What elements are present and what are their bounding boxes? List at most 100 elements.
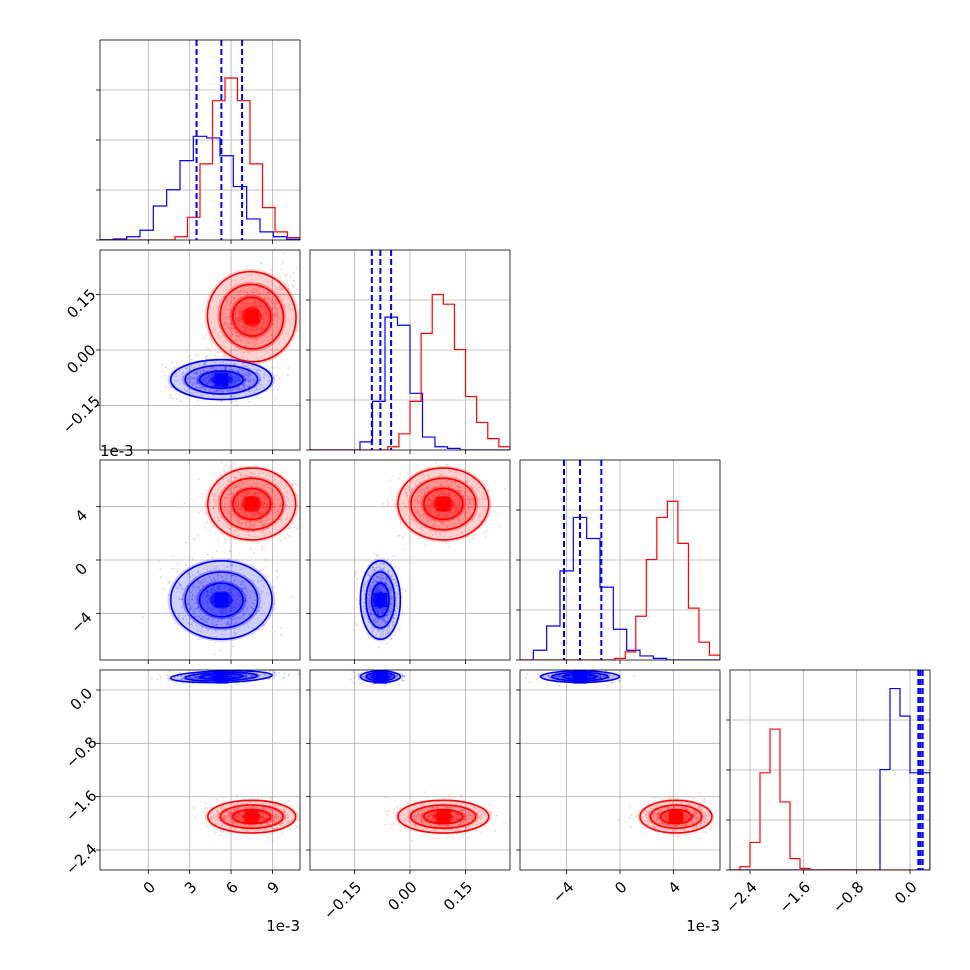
scatter-point <box>233 375 236 378</box>
scatter-point <box>218 473 221 476</box>
scatter-point <box>261 521 263 523</box>
scatter-point <box>259 302 262 305</box>
scatter-point <box>266 540 269 542</box>
scatter-point <box>264 312 267 315</box>
scatter-point <box>377 586 380 588</box>
scatter-point <box>235 308 238 311</box>
scatter-point <box>242 372 245 375</box>
scatter-point <box>292 522 295 525</box>
scatter-point <box>273 314 276 317</box>
scatter-point <box>240 590 243 592</box>
scatter-point <box>217 520 220 522</box>
scatter-point <box>229 509 232 512</box>
scatter-point <box>235 598 238 601</box>
scatter-point <box>196 592 199 594</box>
scatter-point <box>252 327 254 330</box>
scatter-point <box>206 584 209 587</box>
scatter-point <box>212 498 215 501</box>
scatter-point <box>362 583 365 586</box>
scatter-point <box>243 328 246 331</box>
scatter-point <box>288 507 291 510</box>
scatter-point <box>252 291 255 294</box>
scatter-point <box>196 379 199 382</box>
scatter-point <box>286 282 288 285</box>
scatter-point <box>201 617 204 620</box>
scatter-point <box>226 621 229 624</box>
scatter-point <box>212 373 214 376</box>
scatter-point <box>274 608 276 611</box>
scatter-point <box>268 518 270 520</box>
scatter-point <box>242 583 245 586</box>
scatter-point <box>391 498 393 501</box>
scatter-point <box>231 376 233 379</box>
scatter-point <box>208 599 211 602</box>
scatter-point <box>270 308 273 311</box>
scatter-point <box>229 312 232 314</box>
scatter-point <box>289 308 292 311</box>
scatter-point <box>246 365 249 368</box>
scatter-point <box>250 579 253 581</box>
scatter-point <box>214 641 217 644</box>
scatter-point <box>249 289 252 292</box>
scatter-point <box>208 378 211 380</box>
scatter-point <box>262 547 265 550</box>
scatter-point <box>233 486 236 489</box>
scatter-point <box>272 489 275 492</box>
scatter-point <box>257 305 260 308</box>
scatter-point <box>261 315 264 318</box>
scatter-point <box>296 328 299 331</box>
scatter-point <box>255 519 257 522</box>
scatter-point <box>238 509 241 512</box>
scatter-point <box>369 587 372 590</box>
scatter-point <box>206 603 209 606</box>
scatter-point <box>244 605 247 608</box>
scatter-point <box>240 616 242 618</box>
scatter-point <box>388 586 391 589</box>
scatter-point <box>280 288 283 291</box>
scatter-point <box>273 507 276 509</box>
scatter-point <box>496 513 499 516</box>
scatter-point <box>263 502 266 505</box>
scatter-point <box>255 328 258 331</box>
scatter-point <box>493 510 496 513</box>
scatter-point <box>227 512 230 515</box>
scatter-point <box>248 493 251 495</box>
scatter-point <box>259 302 262 305</box>
scatter-point <box>265 323 268 326</box>
scatter-point <box>196 607 199 610</box>
scatter-point <box>230 623 232 626</box>
scatter-point <box>256 373 259 375</box>
scatter-point <box>235 339 238 342</box>
scatter-point <box>208 379 211 382</box>
scatter-point <box>262 493 265 495</box>
scatter-point <box>158 559 161 562</box>
scatter-point <box>191 378 194 381</box>
scatter-point <box>249 521 252 524</box>
scatter-point <box>256 306 259 309</box>
scatter-point <box>446 463 449 466</box>
scatter-point <box>193 373 195 375</box>
scatter-point <box>240 370 243 373</box>
scatter-point <box>264 520 266 522</box>
scatter-point <box>239 508 242 510</box>
scatter-point <box>251 330 254 333</box>
scatter-point <box>173 567 175 570</box>
scatter-point <box>221 576 224 579</box>
density-peak <box>244 497 259 511</box>
scatter-point <box>201 615 204 618</box>
scatter-point <box>264 494 266 497</box>
scatter-point <box>386 616 389 619</box>
scatter-point <box>208 349 211 352</box>
scatter-point <box>245 329 248 332</box>
scatter-point <box>258 483 261 486</box>
scatter-point <box>221 609 224 612</box>
scatter-point <box>197 630 200 632</box>
scatter-point <box>260 498 263 501</box>
scatter-point <box>175 570 178 572</box>
scatter-point <box>277 308 280 311</box>
scatter-point <box>177 617 180 620</box>
scatter-point <box>213 495 216 498</box>
scatter-point <box>238 388 241 391</box>
scatter-point <box>384 581 387 584</box>
scatter-point <box>168 670 171 673</box>
